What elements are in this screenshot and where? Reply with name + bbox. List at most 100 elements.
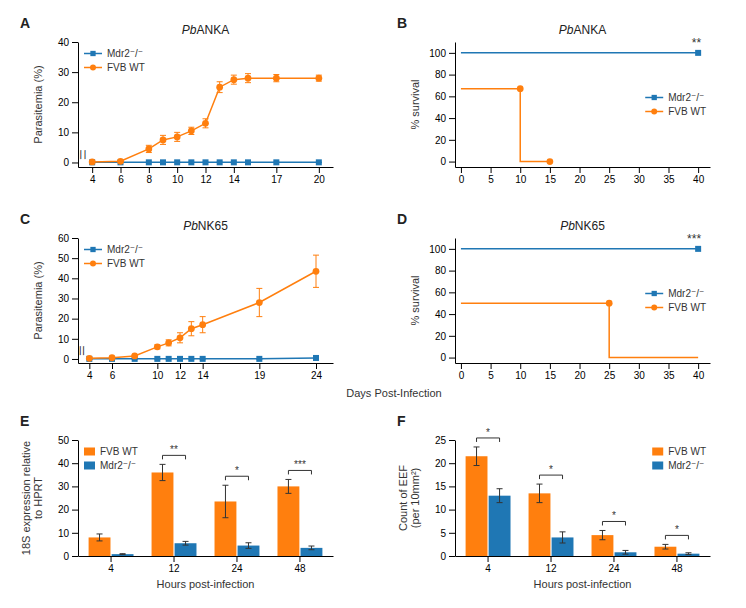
- legend-swatch: [84, 448, 95, 456]
- tick-mark: [520, 363, 521, 369]
- y-axis: 010203040: [58, 37, 79, 168]
- tick-label: 5: [488, 370, 494, 381]
- tick: 0: [459, 167, 465, 185]
- series: [489, 496, 700, 556]
- error-bar: [166, 340, 172, 346]
- tick-mark: [72, 440, 78, 441]
- tick: 30: [634, 167, 646, 185]
- y-axis-title: Count of EEF(per 10mm²): [397, 465, 421, 531]
- tick-mark: [72, 278, 78, 279]
- tick: 40: [58, 458, 78, 469]
- tick-label: 20: [58, 313, 70, 324]
- tick-label: 4: [90, 174, 96, 185]
- marker: [313, 268, 320, 275]
- annotation: **: [692, 36, 702, 50]
- panel-label: B: [397, 15, 407, 31]
- tick: 40: [58, 37, 78, 48]
- series: [461, 246, 701, 252]
- error-bar: [256, 288, 262, 316]
- error-bar: [174, 132, 180, 141]
- legend-label: FVB WT: [107, 62, 145, 73]
- tick: 15: [435, 481, 455, 492]
- tick: 0: [440, 156, 455, 167]
- tick-label: 40: [435, 113, 447, 124]
- error-bar: [217, 82, 223, 93]
- title: PbNK65: [183, 219, 228, 233]
- figure: 0102030404681012141720//Parasitemia (%)P…: [0, 0, 746, 608]
- tick-mark: [491, 363, 492, 369]
- tick: 8: [147, 167, 153, 185]
- tick-mark: [449, 96, 455, 97]
- tick: 19: [254, 363, 266, 381]
- tick: 4: [485, 556, 491, 574]
- marker: [256, 299, 263, 306]
- tick: 20: [58, 97, 78, 108]
- tick-label: 25: [604, 370, 616, 381]
- tick-mark: [72, 102, 78, 103]
- tick: 20: [574, 167, 586, 185]
- tick-label: 0: [63, 354, 69, 365]
- tick: 24: [608, 556, 620, 574]
- tick: 10: [58, 334, 78, 345]
- tick-mark: [72, 319, 78, 320]
- legend-swatch: [652, 448, 663, 456]
- tick: 48: [294, 556, 306, 574]
- error-bar: [313, 255, 319, 287]
- tick: 4: [108, 556, 114, 574]
- error-bar: [308, 546, 314, 550]
- tick-label: 20: [435, 458, 447, 469]
- error-bar: [188, 127, 194, 134]
- marker: [203, 159, 209, 165]
- legend-label: FVB WT: [668, 302, 706, 313]
- marker: [313, 355, 319, 361]
- tick-label: 10: [58, 127, 70, 138]
- tick: 0: [63, 354, 78, 365]
- tick: 40: [693, 167, 705, 185]
- error-bar: [273, 75, 279, 82]
- tick-label: 100: [429, 244, 446, 255]
- tick: 17: [271, 167, 283, 185]
- bar: [152, 472, 174, 556]
- tick: 30: [634, 363, 646, 381]
- significance-bracket: [665, 535, 688, 539]
- significance-label: *: [549, 464, 553, 475]
- tick-label: 80: [435, 69, 447, 80]
- tick-mark: [259, 363, 260, 369]
- significance-label: **: [170, 444, 178, 455]
- tick-label: 10: [58, 334, 70, 345]
- tick-mark: [319, 167, 320, 173]
- marker: [131, 353, 138, 360]
- legend-item: FVB WT: [84, 258, 145, 269]
- tick-mark: [449, 358, 455, 359]
- marker: [154, 356, 160, 362]
- y-axis-title: % survival: [409, 275, 421, 325]
- tick: 10: [515, 167, 527, 185]
- tick-label: 14: [198, 370, 210, 381]
- tick-label: 30: [58, 481, 70, 492]
- axis-line: [456, 167, 711, 168]
- line: [92, 78, 319, 162]
- legend: Mdr2⁻/⁻FVB WT: [84, 48, 145, 73]
- marker: [89, 158, 96, 165]
- panel-label: A: [20, 15, 30, 31]
- tick-label: 4: [87, 370, 93, 381]
- tick-mark: [203, 363, 204, 369]
- tick-label: 30: [634, 370, 646, 381]
- error-bar: [203, 119, 209, 128]
- significance-bracket: [225, 476, 248, 480]
- legend-marker: [651, 305, 657, 311]
- tick-mark: [609, 363, 610, 369]
- significance-label: *: [235, 465, 239, 476]
- tick: 50: [58, 435, 78, 446]
- title-italic: Pb: [559, 23, 574, 37]
- tick-mark: [111, 556, 112, 562]
- tick-label: 50: [58, 435, 70, 446]
- axis-line: [456, 556, 711, 557]
- significance-label: *: [612, 510, 616, 521]
- tick: 80: [435, 265, 455, 276]
- tick-mark: [639, 363, 640, 369]
- tick-label: 20: [435, 135, 447, 146]
- annotation: /: [82, 148, 89, 163]
- tick-label: 4: [485, 563, 491, 574]
- tick-label: 12: [200, 174, 212, 185]
